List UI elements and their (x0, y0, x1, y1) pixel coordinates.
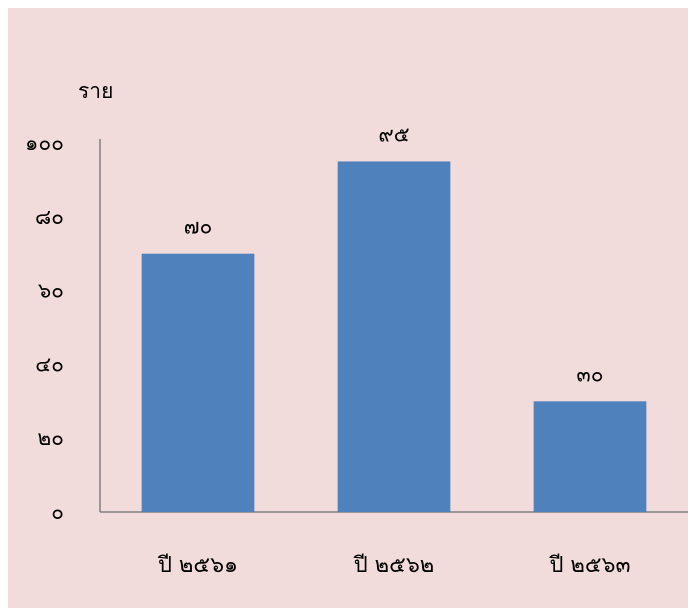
data-label: ๓๐ (576, 362, 603, 386)
y-tick-label: ๑๐๐ (25, 131, 64, 155)
bars (141, 161, 647, 512)
y-tick-label: ๖๐ (38, 279, 64, 303)
y-tick-label: ๒๐ (37, 426, 64, 450)
y-tick-label: ๐ (51, 500, 64, 524)
y-axis-ticks: ๐ ๒๐ ๔๐ ๖๐ ๘๐ ๑๐๐ (25, 131, 64, 524)
bar (337, 161, 451, 512)
bar (141, 253, 255, 512)
x-tick-label: ปี ๒๕๖๑ (157, 553, 238, 578)
x-tick-label: ปี ๒๕๖๒ (353, 553, 435, 578)
x-tick-label: ปี ๒๕๖๓ (548, 553, 630, 578)
data-label: ๙๕ (378, 122, 409, 146)
x-axis-ticks: ปี ๒๕๖๑ ปี ๒๕๖๒ ปี ๒๕๖๓ (157, 553, 631, 578)
y-axis-title: ราย (78, 79, 113, 103)
data-label: ๗๐ (184, 215, 213, 239)
y-tick-label: ๔๐ (35, 352, 64, 376)
bar (533, 401, 647, 512)
y-tick-label: ๘๐ (35, 205, 64, 229)
